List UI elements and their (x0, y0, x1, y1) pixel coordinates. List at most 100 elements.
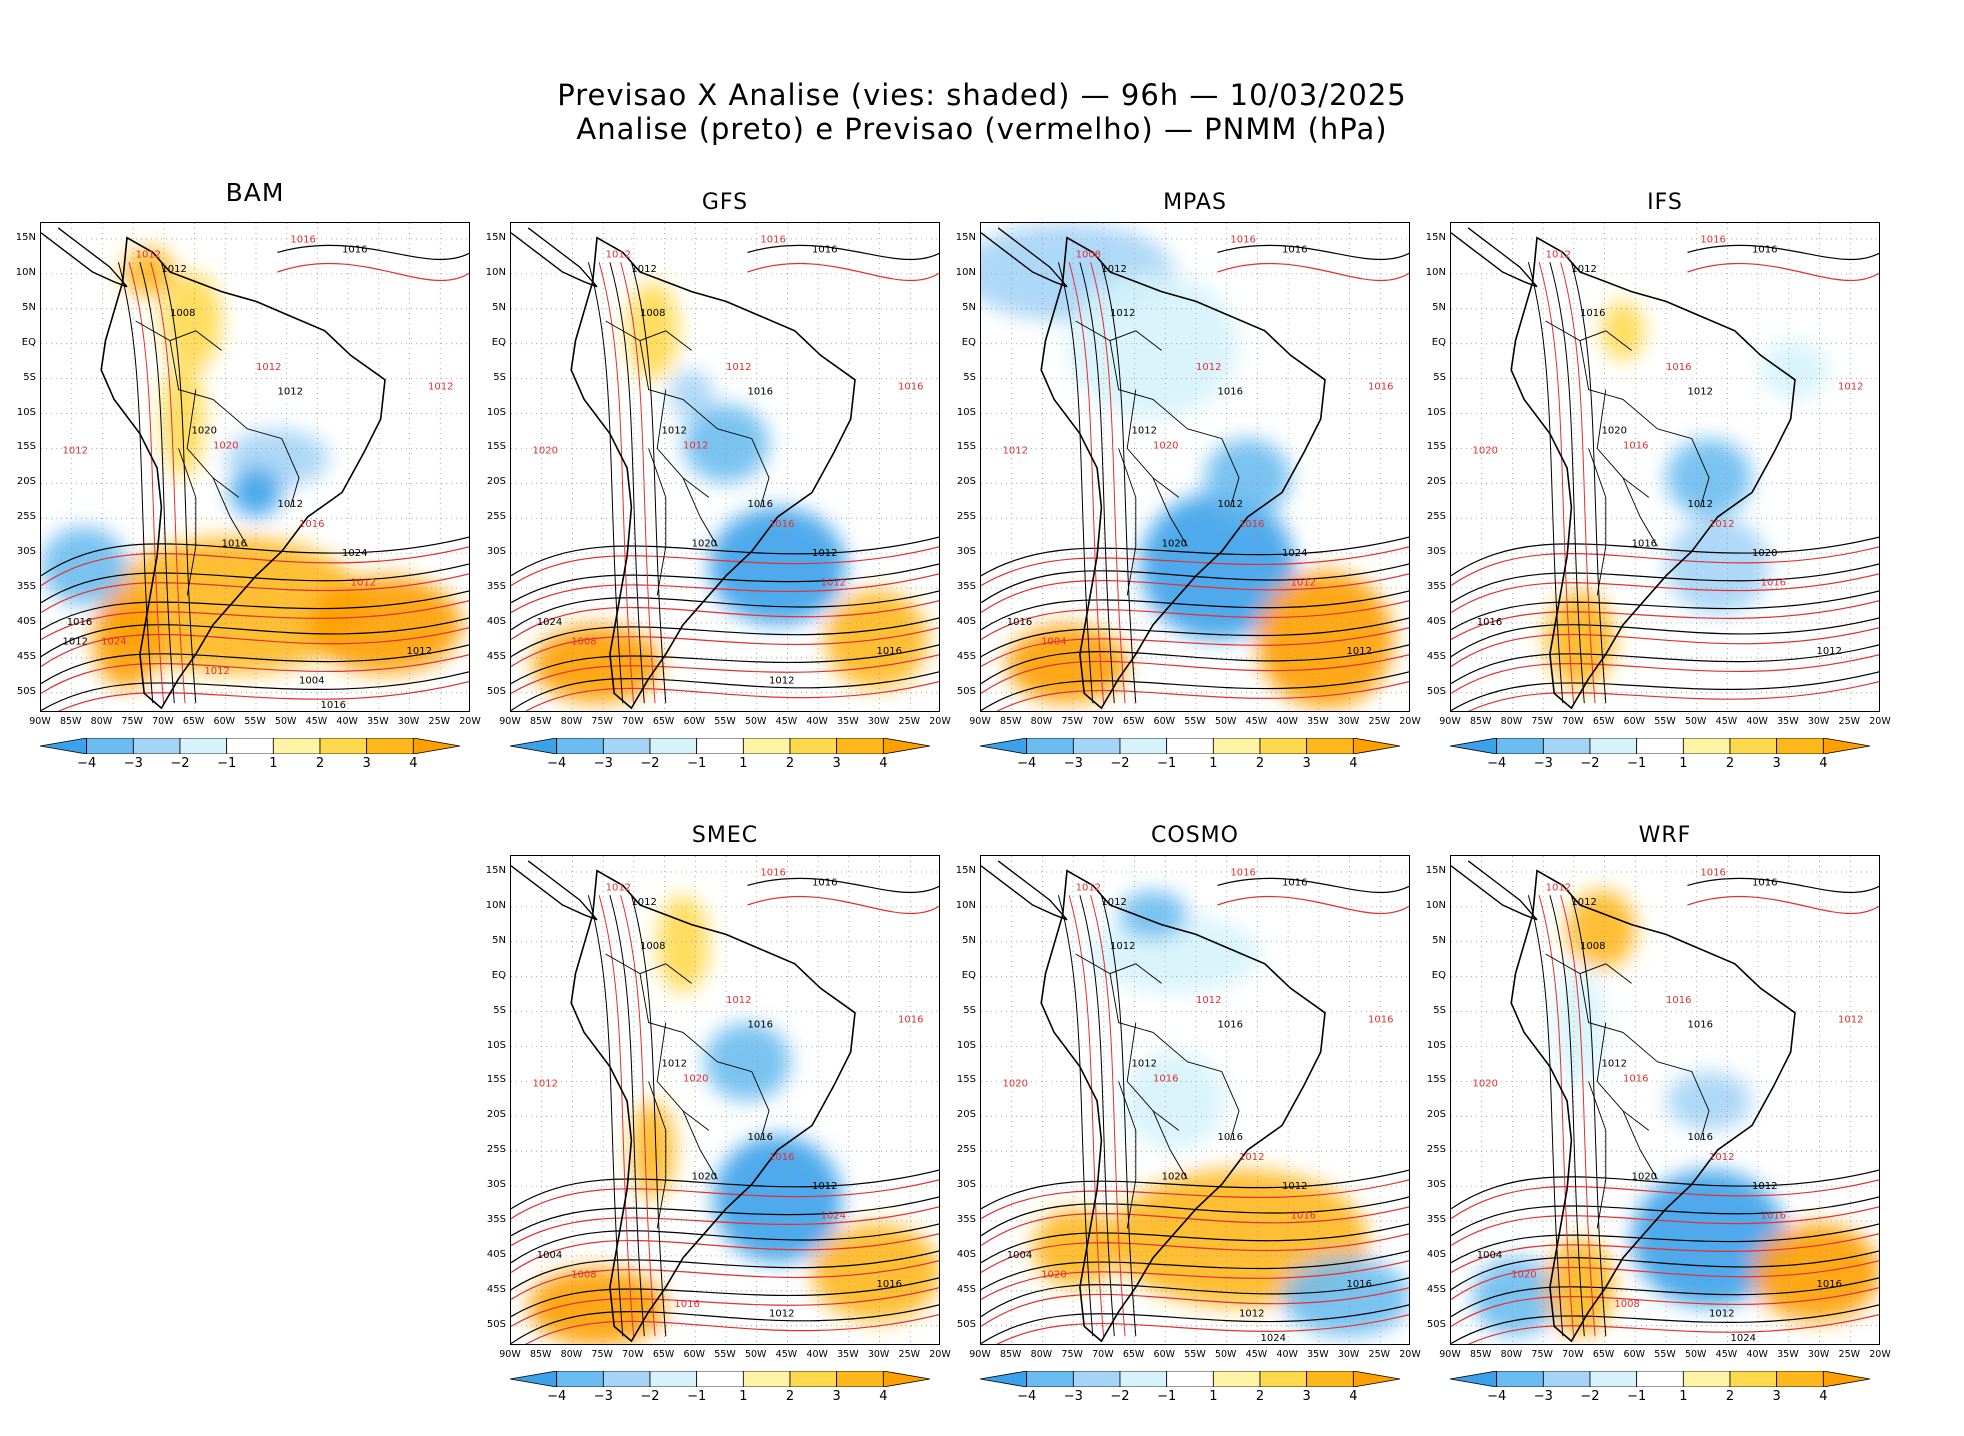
forecast-contour-label: 1016 (1153, 1073, 1178, 1084)
lat-label: 30S (1426, 546, 1446, 558)
analysis-contour-label: 1012 (1110, 941, 1135, 952)
lat-label: EQ (1431, 336, 1446, 348)
forecast-contour-label: 1016 (1700, 868, 1725, 879)
map-svg: 1016 1012 1008 1016 1012 1020 1016 1012 1004 1016… (1451, 856, 1879, 1344)
lat-label: 5S (963, 1004, 976, 1016)
colorbar-segment (1729, 738, 1778, 754)
colorbar-segment (1306, 738, 1354, 754)
forecast-contour-label: 1012 (1546, 249, 1571, 260)
analysis-isobar (1549, 262, 1585, 704)
analysis-isobar (747, 877, 939, 894)
forecast-contour-label: 1012 (204, 666, 229, 677)
lon-label: 50W (1684, 1349, 1707, 1360)
colorbar-segment (1589, 1371, 1638, 1387)
map-svg: 1016 1012 1016 1012 1020 1016 1012 1020 1016 1012… (1451, 223, 1879, 711)
lat-label: 50S (956, 1318, 976, 1330)
colorbar-segment (980, 1371, 1028, 1387)
analysis-contour-label: 1012 (631, 264, 656, 275)
forecast-isobar (1687, 263, 1879, 281)
colorbar-tick-label: −2 (1580, 756, 1600, 771)
colorbar-segment (1119, 1371, 1168, 1387)
forecast-isobar (511, 1287, 939, 1327)
lon-label: 80W (1500, 1349, 1523, 1360)
map-area: 1016 1012 1012 1016 1012 1020 1016 1012 1004 1016… (980, 855, 1410, 1345)
lon-label: 80W (1500, 716, 1523, 727)
colorbar-tick-label: 3 (832, 756, 841, 771)
central-america-coastline (981, 227, 1068, 288)
forecast-isobar (511, 600, 939, 640)
map-area: 1016 1012 1008 1016 1012 1020 1016 1012 1004 1016… (510, 855, 940, 1345)
forecast-contour-label: 1012 (821, 578, 846, 589)
country-border (605, 320, 692, 351)
forecast-contour-label: 1012 (1838, 382, 1863, 393)
lat-label: 10S (1426, 1039, 1446, 1051)
colorbar-tick-label: −1 (1157, 756, 1177, 771)
colorbar-tick-label: 3 (832, 1389, 841, 1404)
south-america-coastline (570, 869, 856, 1343)
analysis-contour-label: 1016 (67, 617, 92, 628)
forecast-contour-label: 1016 (299, 519, 324, 530)
colorbar-segment (980, 738, 1028, 754)
analysis-isobar (1057, 262, 1094, 704)
lon-label: 20W (1399, 1349, 1421, 1360)
lat-label: EQ (491, 336, 506, 348)
analysis-contour-label: 1024 (342, 548, 367, 559)
country-border (1118, 448, 1137, 596)
forecast-isobar (525, 1314, 939, 1344)
analysis-isobar (1079, 895, 1115, 1337)
colorbar-segment (86, 738, 134, 754)
analysis-isobar (587, 262, 624, 704)
analysis-isobar (511, 671, 939, 711)
forecast-isobar (41, 654, 469, 694)
bias-shading (708, 507, 847, 625)
forecast-contour-label: 1020 (1153, 440, 1178, 451)
country-border (1657, 1061, 1710, 1141)
colorbar-tick-label: −4 (547, 756, 567, 771)
lat-label: 10S (956, 406, 976, 418)
country-border (1126, 389, 1180, 498)
forecast-isobar (620, 895, 656, 1337)
panel-title: GFS (701, 190, 749, 215)
colorbar-segment (366, 738, 414, 754)
analysis-contour-label: 1012 (1571, 897, 1596, 908)
colorbar-tick-label: −3 (123, 756, 143, 771)
lat-label: 15N (485, 865, 506, 876)
analysis-contour-label: 1012 (1218, 499, 1243, 510)
colorbar-tick-label: −4 (1017, 1389, 1037, 1404)
lon-label: 35W (1777, 1349, 1799, 1360)
lon-label: 40W (1276, 716, 1298, 727)
country-border (639, 340, 718, 430)
lon-label: 45W (305, 716, 328, 727)
lon-label: 50W (744, 1349, 767, 1360)
analysis-contour-label: 1016 (1282, 877, 1307, 888)
analysis-isobar (981, 536, 1409, 577)
lat-label: 25S (16, 511, 36, 523)
map-svg: 1016 1012 1008 1016 1012 1020 1016 1012 1004 1016… (511, 856, 939, 1344)
lon-label: 45W (1245, 716, 1268, 727)
forecast-isobar (525, 681, 939, 711)
forecast-contour-label: 1016 (760, 235, 785, 246)
country-border (1545, 953, 1632, 984)
colorbar-segment (649, 1371, 698, 1387)
analysis-isobar (511, 617, 939, 658)
lon-label: 55W (1654, 716, 1676, 727)
analysis-isobar (1451, 1196, 1879, 1237)
analysis-isobar (511, 1304, 939, 1344)
lat-label: EQ (21, 336, 36, 348)
forecast-isobar (1090, 895, 1126, 1337)
central-america-coastline (511, 860, 598, 921)
country-border (648, 1081, 667, 1229)
colorbar-segment (1542, 738, 1591, 754)
colorbar-tick-label: 2 (1255, 756, 1265, 771)
forecast-isobar (511, 1206, 939, 1247)
forecast-contour-label: 1016 (1761, 1211, 1786, 1222)
analysis-isobar (511, 1223, 939, 1264)
lat-label: 45S (16, 650, 36, 662)
analysis-contour-label: 1020 (1632, 1171, 1657, 1182)
analysis-isobar (511, 590, 939, 631)
forecast-contour-label: 1012 (1076, 882, 1101, 893)
colorbar-tick-label: 3 (362, 756, 371, 771)
forecast-isobar (511, 573, 939, 614)
analysis-isobar (511, 563, 939, 604)
bias-shading (627, 281, 679, 380)
